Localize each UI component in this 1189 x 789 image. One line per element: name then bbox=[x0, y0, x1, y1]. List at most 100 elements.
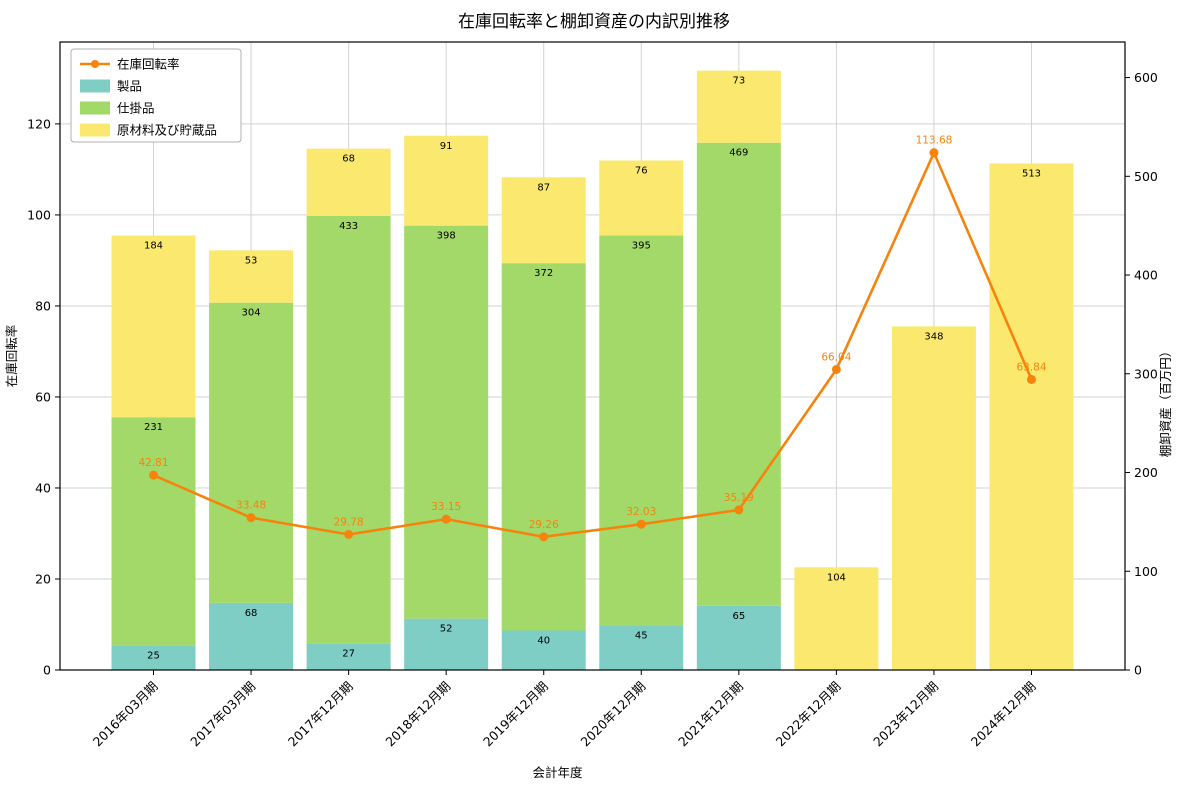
line-value-label: 42.81 bbox=[138, 457, 168, 469]
chart-title: 在庫回転率と棚卸資産の内訳別推移 bbox=[458, 12, 730, 32]
bar-segment bbox=[794, 567, 879, 670]
bar-value-label: 91 bbox=[440, 141, 453, 152]
bar-segment bbox=[891, 326, 976, 670]
left-tick-label: 120 bbox=[27, 116, 51, 131]
legend-label: 原材料及び貯蔵品 bbox=[117, 123, 217, 138]
bar-value-label: 45 bbox=[635, 631, 648, 642]
bar-value-label: 68 bbox=[342, 154, 355, 165]
bar-value-label: 68 bbox=[245, 608, 258, 619]
bar-segment bbox=[404, 225, 489, 619]
line-marker bbox=[831, 364, 841, 374]
bar-segment bbox=[599, 625, 684, 670]
right-tick-label: 600 bbox=[1134, 70, 1158, 85]
bar-value-label: 395 bbox=[632, 241, 651, 252]
bar-value-label: 104 bbox=[827, 572, 846, 583]
line-marker bbox=[539, 532, 549, 542]
left-axis-label: 在庫回転率 bbox=[4, 325, 19, 388]
x-axis-label: 会計年度 bbox=[532, 765, 583, 780]
bar-segment bbox=[404, 618, 489, 670]
bar-segment bbox=[209, 302, 294, 603]
bar-segment bbox=[209, 250, 294, 303]
bar-segment bbox=[306, 148, 391, 216]
bar-segment bbox=[501, 630, 586, 670]
legend-patch bbox=[80, 79, 110, 93]
bar-value-label: 27 bbox=[342, 648, 355, 659]
bar-value-label: 53 bbox=[245, 255, 258, 266]
line-marker bbox=[636, 519, 646, 529]
line-marker bbox=[149, 470, 158, 480]
right-axis-label: 棚卸資産（百万円） bbox=[1158, 345, 1173, 458]
left-tick-label: 40 bbox=[35, 480, 51, 495]
line-value-label: 66.04 bbox=[821, 351, 851, 363]
bar-segment bbox=[989, 163, 1074, 671]
line-value-label: 29.78 bbox=[334, 516, 364, 528]
bar-value-label: 304 bbox=[242, 308, 261, 319]
line-marker bbox=[734, 505, 744, 515]
line-marker bbox=[929, 148, 939, 158]
line-value-label: 35.19 bbox=[724, 492, 754, 504]
line-value-label: 29.26 bbox=[529, 519, 559, 531]
legend-patch bbox=[80, 123, 110, 137]
bar-segment bbox=[501, 263, 586, 631]
left-tick-label: 100 bbox=[27, 207, 51, 222]
line-value-label: 113.68 bbox=[916, 135, 953, 147]
bar-segment bbox=[696, 70, 781, 143]
bar-segment bbox=[111, 235, 196, 418]
line-marker bbox=[441, 514, 451, 524]
line-marker bbox=[344, 529, 354, 539]
left-tick-label: 20 bbox=[35, 571, 51, 586]
bar-segment bbox=[306, 643, 391, 670]
bar-segment bbox=[111, 645, 196, 670]
legend-patch bbox=[80, 101, 110, 115]
legend-line-marker bbox=[91, 60, 99, 68]
bar-value-label: 372 bbox=[534, 268, 553, 279]
turnover-line bbox=[152, 149, 1033, 539]
bar-segment bbox=[404, 135, 489, 226]
bar-value-label: 76 bbox=[635, 165, 648, 176]
plot-frame bbox=[59, 41, 1126, 671]
line-marker bbox=[246, 513, 256, 523]
bar-segment bbox=[599, 160, 684, 236]
legend-label: 仕掛品 bbox=[117, 101, 155, 116]
bar-segment bbox=[599, 235, 684, 626]
legend-label: 製品 bbox=[117, 79, 142, 94]
line-value-label: 33.15 bbox=[431, 501, 461, 513]
bar-value-label: 40 bbox=[537, 636, 550, 647]
bar-value-label: 87 bbox=[537, 182, 550, 193]
right-tick-label: 400 bbox=[1134, 268, 1158, 283]
bar-segment bbox=[696, 142, 781, 606]
left-tick-label: 60 bbox=[35, 389, 51, 404]
bar-value-label: 25 bbox=[147, 650, 160, 661]
line-value-label: 32.03 bbox=[626, 506, 656, 518]
bar-segment bbox=[209, 602, 294, 670]
bar-value-label: 184 bbox=[144, 241, 163, 252]
bar-value-label: 65 bbox=[732, 611, 745, 622]
line-value-label: 33.48 bbox=[236, 500, 266, 512]
bar-value-label: 73 bbox=[732, 76, 745, 87]
right-tick-label: 100 bbox=[1134, 564, 1158, 579]
bar-value-label: 348 bbox=[924, 331, 943, 342]
bar-value-label: 513 bbox=[1022, 168, 1041, 179]
bar-segment bbox=[501, 177, 586, 264]
line-marker bbox=[1027, 374, 1036, 384]
bar-segment bbox=[306, 215, 391, 644]
left-tick-label: 0 bbox=[43, 663, 51, 678]
bar-value-label: 433 bbox=[339, 221, 358, 232]
bar-segment bbox=[111, 417, 196, 646]
right-tick-label: 0 bbox=[1134, 663, 1142, 678]
left-tick-label: 80 bbox=[35, 298, 51, 313]
right-tick-label: 500 bbox=[1134, 169, 1158, 184]
bar-value-label: 398 bbox=[437, 231, 456, 242]
line-value-label: 63.84 bbox=[1016, 361, 1046, 373]
legend-box bbox=[70, 48, 242, 143]
bar-value-label: 52 bbox=[440, 624, 453, 635]
bar-value-label: 231 bbox=[144, 422, 163, 433]
right-tick-label: 200 bbox=[1134, 465, 1158, 480]
legend-label: 在庫回転率 bbox=[117, 57, 180, 72]
bar-value-label: 469 bbox=[729, 148, 748, 159]
right-tick-label: 300 bbox=[1134, 366, 1158, 381]
bar-segment bbox=[696, 605, 781, 670]
